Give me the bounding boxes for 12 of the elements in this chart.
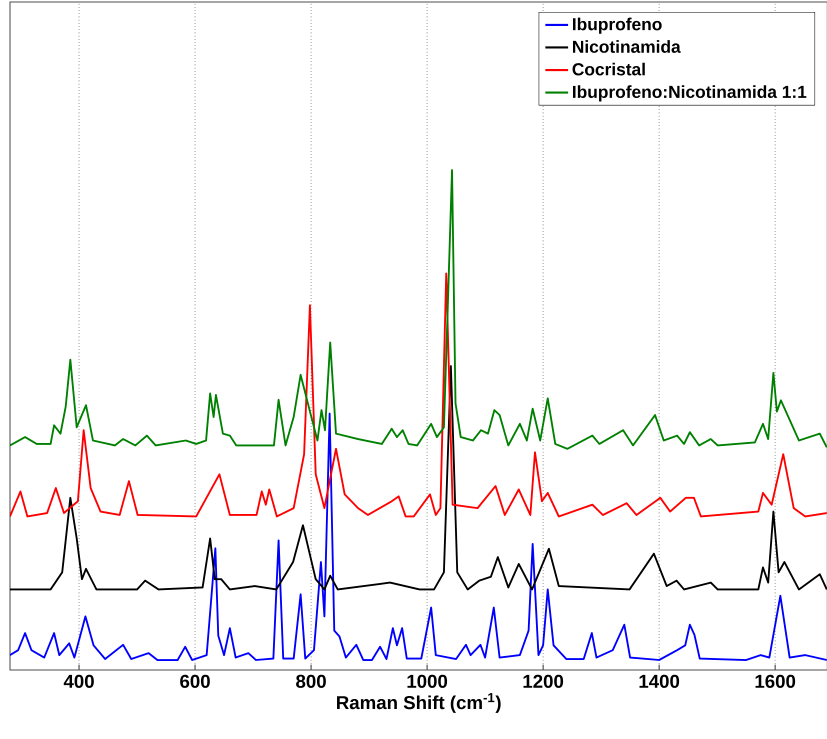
text: Raman Shift (cm$^{-1}$) [337,693,501,713]
x-tick-label: 1000 [407,674,448,688]
legend-label: Ibuprofeno [572,18,662,34]
x-tick-label: 1600 [756,674,796,688]
legend-label: Ibuprofeno:Nicotinamida 1:1 [572,85,806,102]
x-tick-label: 800 [296,674,326,688]
x-tick-label: 1400 [640,674,680,688]
legend-label: Nicotinamida [572,40,681,53]
x-tick-label: 1200 [524,674,564,688]
x-tick-label: 400 [64,674,94,688]
legend-label: Cocristal [572,62,645,76]
x-tick-label: 600 [180,674,210,688]
